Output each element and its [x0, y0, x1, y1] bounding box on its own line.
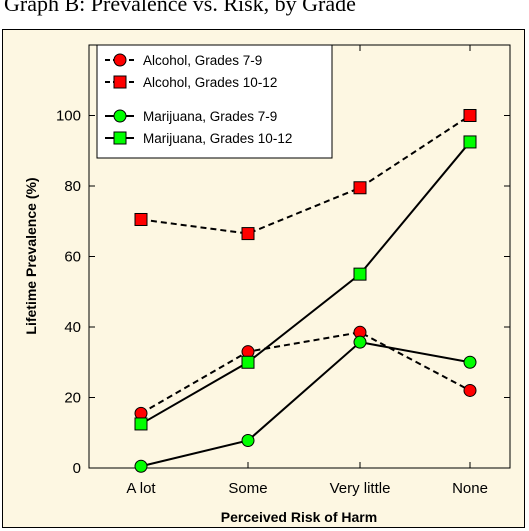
series-3 — [134, 335, 477, 473]
x-tick-label: A lot — [126, 480, 156, 497]
y-tick-label: 20 — [64, 390, 81, 407]
chart-title: Graph B: Prevalence vs. Risk, by Grade — [4, 0, 356, 16]
data-point — [463, 383, 477, 397]
legend-entry: Marijuana, Grades 7-9 — [105, 109, 277, 124]
data-point — [463, 109, 477, 122]
series-line — [140, 114, 471, 235]
legend-marker — [113, 75, 127, 89]
data-point — [353, 335, 367, 349]
data-point — [134, 417, 148, 431]
series-line — [140, 331, 471, 415]
y-tick-label: 80 — [64, 178, 81, 195]
legend-label: Marijuana, Grades 10-12 — [143, 131, 292, 146]
legend-label: Alcohol, Grades 10-12 — [143, 75, 277, 90]
series-4 — [134, 135, 477, 431]
data-point — [353, 267, 367, 281]
series-1 — [134, 325, 477, 420]
legend-marker — [113, 131, 127, 145]
series-layer — [134, 109, 477, 473]
x-axis-title: Perceived Risk of Harm — [221, 509, 377, 525]
legend-marker — [113, 53, 127, 67]
legend-label: Alcohol, Grades 7-9 — [143, 53, 262, 68]
legend-box — [96, 44, 333, 159]
x-tick-label: None — [452, 480, 488, 497]
y-axis: 0 20 40 60 80 100 — [56, 108, 510, 477]
y-tick-label: 100 — [56, 108, 81, 125]
data-point — [134, 212, 148, 226]
data-point — [134, 459, 148, 473]
data-point — [241, 355, 255, 369]
y-tick-label: 0 — [73, 460, 81, 477]
data-point — [463, 355, 477, 369]
y-tick-label: 40 — [64, 319, 81, 336]
series-2 — [134, 109, 477, 241]
legend-marker — [113, 109, 127, 123]
legend-label: Marijuana, Grades 7-9 — [143, 109, 277, 124]
data-point — [241, 434, 255, 448]
data-point — [241, 227, 255, 241]
x-axis: A lot Some Very little None — [126, 45, 488, 497]
series-line — [140, 341, 471, 468]
data-point — [353, 181, 367, 195]
y-axis-title: Lifetime Prevalence (%) — [23, 177, 39, 334]
legend-entry: Alcohol, Grades 7-9 — [105, 53, 262, 68]
x-tick-label: Some — [228, 480, 267, 497]
legend-entry: Alcohol, Grades 10-12 — [105, 75, 277, 90]
legend: Alcohol, Grades 7-9 Alcohol, Grades 10-12… — [96, 44, 333, 159]
legend-entry: Marijuana, Grades 10-12 — [105, 131, 292, 146]
series-line — [140, 141, 471, 425]
y-tick-label: 60 — [64, 249, 81, 266]
x-tick-label: Very little — [330, 480, 391, 497]
data-point — [463, 135, 477, 149]
